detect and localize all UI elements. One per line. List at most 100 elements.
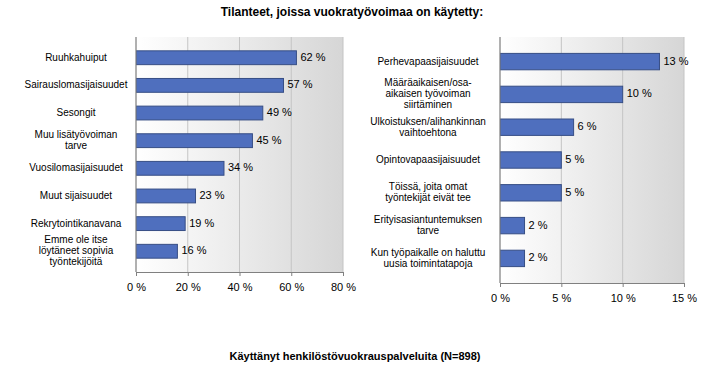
grid-line xyxy=(291,37,292,272)
data-label: 6 % xyxy=(578,120,597,132)
axis-line xyxy=(501,284,685,288)
grid-line xyxy=(239,37,240,272)
tick-mark xyxy=(136,272,137,276)
category-label: Sesongit xyxy=(57,107,96,118)
tick-mark xyxy=(623,283,624,287)
category-label-line: aikaisen työvoiman xyxy=(385,88,470,99)
category-label-line: työntekijöitä xyxy=(50,256,103,267)
data-label: 19 % xyxy=(189,217,214,229)
data-label: 49 % xyxy=(267,106,292,118)
chart: Tilanteet, joissa vuokratyövoimaa on käy… xyxy=(0,0,710,367)
data-label: 5 % xyxy=(565,186,584,198)
category-label-line: Sairauslomasijaisuudet xyxy=(25,79,128,90)
category-label: Rekrytointikanavana xyxy=(31,217,122,228)
data-label: 10 % xyxy=(627,87,652,99)
data-label: 2 % xyxy=(529,251,548,263)
bar xyxy=(136,106,263,120)
grid-line xyxy=(136,37,137,272)
category-label: Ulkoistuksen/alihankinnanvaihtoehtona xyxy=(370,115,486,137)
category-label: Sairauslomasijaisuudet xyxy=(25,79,128,90)
x-axis: 0 % 20 % 40 % 60 % 80 % xyxy=(127,272,356,293)
tick-mark xyxy=(684,283,685,287)
grid xyxy=(500,37,684,283)
tick-mark xyxy=(188,272,189,276)
category-label-line: löytäneet sopivia xyxy=(39,245,114,256)
grid-line xyxy=(684,37,685,283)
data-label: 34 % xyxy=(228,161,253,173)
data-labels: 62 %57 %49 %45 %34 %23 %19 %16 % xyxy=(181,51,325,257)
bars xyxy=(500,53,659,266)
bars xyxy=(136,51,296,258)
bar xyxy=(136,161,224,175)
category-label: Vuosilomasijaisuudet xyxy=(29,162,123,173)
tick: 60 % xyxy=(279,272,304,293)
bar xyxy=(136,244,177,258)
tick: 5 % xyxy=(552,283,571,304)
category-label-line: Muu lisätyövoiman xyxy=(35,129,118,140)
data-label: 16 % xyxy=(181,244,206,256)
tick-label: 80 % xyxy=(331,281,356,293)
grid-line xyxy=(187,37,188,272)
x-axis: 0 % 5 % 10 % 15 % xyxy=(491,283,697,304)
category-label-line: siirtäminen xyxy=(404,99,452,110)
bar xyxy=(500,152,561,168)
category-label-line: Kun työpaikalle on haluttu xyxy=(371,247,486,258)
tick-label: 60 % xyxy=(279,281,304,293)
grid-line xyxy=(622,37,623,283)
bar xyxy=(500,119,574,135)
category-label-line: tarve xyxy=(65,140,88,151)
tick-label: 15 % xyxy=(672,292,697,304)
category-label: Töissä, joita omattyöntekijät eivät tee xyxy=(385,181,471,203)
category-label-line: Opintovapaasijaisuudet xyxy=(376,154,480,165)
category-label: Emme ole itselöytäneet sopiviatyöntekijö… xyxy=(39,234,114,267)
panel: 0 %20 %40 %60 %80 %RuuhkahuiputSairauslo… xyxy=(25,37,357,293)
axis-line xyxy=(137,273,344,277)
category-label: Muut sijaisuudet xyxy=(40,190,112,201)
tick-mark xyxy=(240,272,241,276)
bar xyxy=(500,185,561,201)
category-label-line: uusia toimintatapoja xyxy=(384,258,473,269)
tick-label: 5 % xyxy=(552,292,571,304)
tick: 15 % xyxy=(672,283,697,304)
category-label-line: työntekijät eivät tee xyxy=(385,192,471,203)
bar xyxy=(136,189,196,203)
category-label-line: Määräaikaisen/osa- xyxy=(384,77,471,88)
grid-line xyxy=(500,37,501,283)
category-label-line: Vuosilomasijaisuudet xyxy=(29,162,123,173)
tick-mark xyxy=(500,283,501,287)
data-label: 45 % xyxy=(256,134,281,146)
caption: Käyttänyt henkilöstövuokrauspalveluita (… xyxy=(230,350,481,362)
grid xyxy=(136,37,343,272)
tick: 20 % xyxy=(176,272,201,293)
category-label-line: Muut sijaisuudet xyxy=(40,190,112,201)
bar xyxy=(136,217,185,231)
plot-background xyxy=(136,37,343,272)
category-label-line: Töissä, joita omat xyxy=(389,181,468,192)
tick-label: 0 % xyxy=(491,292,510,304)
category-label: Kun työpaikalle on haluttuuusia toiminta… xyxy=(371,247,486,269)
bar xyxy=(136,134,252,148)
tick-label: 10 % xyxy=(611,292,636,304)
panel: 0 %5 %10 %15 %PerhevapaasijaisuudetMäärä… xyxy=(370,37,697,304)
data-label: 57 % xyxy=(287,78,312,90)
data-label: 2 % xyxy=(529,219,548,231)
tick-label: 0 % xyxy=(127,281,146,293)
tick-mark xyxy=(561,283,562,287)
bar xyxy=(136,78,283,92)
tick-label: 20 % xyxy=(176,281,201,293)
grid-line xyxy=(343,37,344,272)
category-label-line: Rekrytointikanavana xyxy=(31,217,122,228)
axis-line xyxy=(136,37,137,272)
bar xyxy=(500,86,623,102)
category-label: Erityisasiantuntemuksentarve xyxy=(374,214,482,236)
tick: 10 % xyxy=(611,283,636,304)
tick: 0 % xyxy=(491,283,510,304)
plot-background xyxy=(500,37,684,283)
category-label-line: Erityisasiantuntemuksen xyxy=(374,214,482,225)
tick: 80 % xyxy=(331,272,356,293)
title: Tilanteet, joissa vuokratyövoimaa on käy… xyxy=(221,5,484,19)
bar xyxy=(500,53,659,69)
tick: 40 % xyxy=(227,272,252,293)
bar xyxy=(136,51,296,65)
data-label: 13 % xyxy=(663,55,688,67)
